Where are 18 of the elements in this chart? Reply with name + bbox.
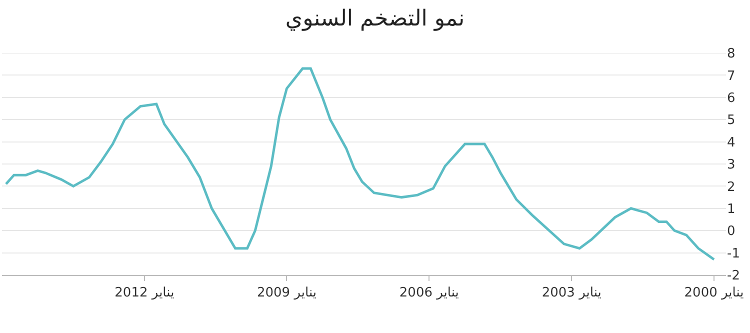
y-tick-label: -2 <box>727 268 740 284</box>
y-tick-label: 0 <box>727 224 736 240</box>
y-tick-label: 3 <box>727 158 736 173</box>
y-tick-label: 5 <box>727 113 736 128</box>
x-tick-label: يناير 2000 <box>684 286 744 301</box>
x-tick-label: يناير 2006 <box>399 286 460 301</box>
x-tick-label: يناير 2012 <box>114 286 175 301</box>
y-tick-label: 8 <box>727 46 736 62</box>
y-tick-label: 2 <box>727 180 736 195</box>
line-series <box>4 67 716 261</box>
chart-title: نمو التضخم السنوي <box>285 6 465 32</box>
x-tick-label: يناير 2003 <box>542 286 602 301</box>
y-tick-label: -1 <box>727 246 740 262</box>
y-tick-label: 1 <box>727 202 736 217</box>
y-tick-label: 6 <box>727 90 736 106</box>
y-tick-label: 4 <box>727 135 736 150</box>
y-tick-label: 7 <box>727 68 736 84</box>
x-tick-label: يناير 2009 <box>256 286 317 301</box>
